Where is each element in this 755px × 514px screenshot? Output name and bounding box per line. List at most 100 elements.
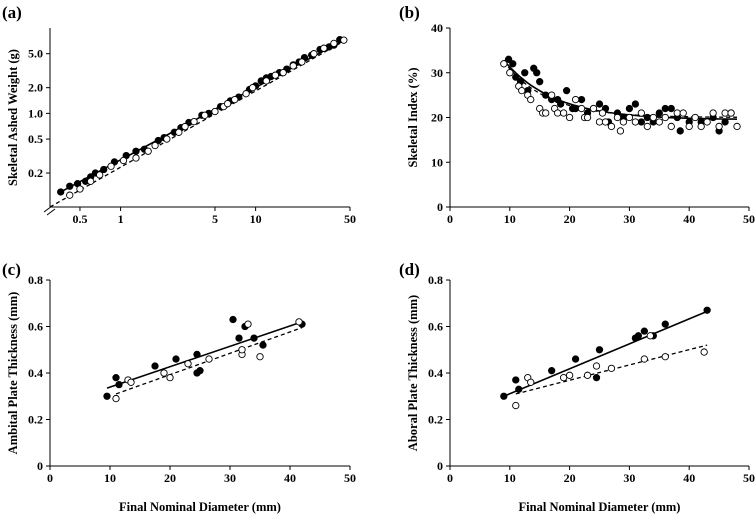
x-tick-label: 10: [504, 212, 516, 226]
data-point-open: [598, 109, 607, 117]
y-tick-label: 0.6: [28, 320, 43, 334]
panel-tag: (d): [399, 260, 420, 279]
data-point-open: [231, 95, 239, 104]
x-tick-label: 20: [164, 471, 176, 485]
data-point-open: [613, 113, 622, 122]
data-point-filled: [533, 69, 541, 77]
data-point-open: [262, 77, 270, 85]
y-tick-label: 10: [431, 155, 443, 169]
data-point-open: [565, 113, 574, 122]
data-point-filled: [504, 55, 513, 63]
y-axis-label: Skeletal Ashed Weight (g): [6, 49, 20, 186]
data-point-filled: [536, 78, 544, 86]
data-point-filled: [637, 118, 646, 126]
data-point-filled: [115, 380, 123, 389]
data-point-open: [163, 135, 171, 143]
data-point-open: [700, 348, 708, 356]
data-point-filled: [577, 95, 586, 104]
data-point-open: [119, 156, 128, 165]
data-point-filled: [515, 385, 523, 393]
x-tick-label: 10: [250, 212, 262, 226]
x-axis-label: Final Nominal Diameter (mm): [519, 500, 681, 514]
data-point-open: [271, 71, 280, 79]
y-axis-label: Ambital Plate Thickness (mm): [6, 292, 20, 455]
data-point-filled: [643, 113, 651, 122]
data-point-open: [144, 147, 152, 155]
y-tick-label: 0.5: [28, 132, 43, 146]
data-point-filled: [250, 334, 258, 342]
y-tick-label: 2.0: [28, 81, 43, 95]
data-point-open: [646, 332, 654, 340]
y-tick-label: 0.8: [28, 273, 43, 287]
x-tick-label: 50: [344, 471, 356, 485]
data-point-open: [160, 369, 168, 377]
data-point-filled: [542, 91, 550, 99]
x-tick-label: 0.5: [72, 212, 87, 226]
data-point-filled: [655, 109, 663, 117]
x-tick-label: 0: [447, 471, 453, 485]
data-point-filled: [500, 392, 508, 400]
data-point-open: [512, 401, 520, 410]
data-point-open: [607, 364, 616, 372]
data-point-filled: [112, 373, 120, 382]
data-point-filled: [703, 306, 711, 314]
data-point-open: [205, 355, 213, 363]
data-point-open: [601, 118, 610, 126]
data-point-open: [66, 191, 74, 199]
data-point-open: [201, 111, 209, 119]
data-point-open: [625, 113, 634, 122]
x-tick-label: 0: [47, 471, 53, 485]
data-point-open: [661, 113, 669, 122]
data-point-open: [643, 122, 651, 131]
data-point-filled: [595, 100, 604, 108]
data-point-open: [320, 44, 328, 52]
data-point-open: [709, 109, 717, 117]
data-point-open: [76, 185, 84, 193]
data-point-filled: [235, 334, 243, 342]
data-point-open: [166, 373, 174, 382]
x-tick-label: 30: [623, 471, 635, 485]
data-point-open: [500, 60, 508, 68]
data-point-open: [527, 95, 535, 104]
data-point-open: [607, 122, 616, 131]
x-tick-label: 50: [344, 212, 356, 226]
data-point-filled: [571, 355, 580, 363]
data-point-open: [190, 117, 198, 126]
data-point-open: [86, 177, 95, 185]
x-tick-label: 30: [623, 212, 635, 226]
data-point-open: [238, 346, 246, 354]
data-point-open: [279, 68, 287, 77]
data-point-open: [595, 118, 604, 126]
data-point-open: [310, 50, 318, 58]
data-point-filled: [667, 104, 675, 113]
data-point-open: [295, 318, 303, 326]
data-point-filled: [721, 118, 729, 126]
data-point-open: [640, 355, 648, 363]
data-point-open: [583, 371, 592, 379]
data-point-open: [289, 62, 297, 70]
y-tick-label: 40: [431, 21, 443, 35]
data-point-open: [637, 109, 646, 117]
trend-line-filled: [106, 321, 303, 389]
data-point-filled: [571, 104, 580, 113]
x-tick-label: 40: [683, 471, 695, 485]
x-tick-label: 20: [564, 471, 576, 485]
data-point-filled: [193, 350, 201, 359]
data-point-open: [661, 353, 669, 361]
data-point-open: [132, 154, 140, 162]
data-point-open: [679, 109, 687, 117]
data-point-open: [542, 109, 550, 117]
x-tick-label: 50: [743, 212, 755, 226]
panel-b: (b) 0 10 20 30 40 50 0 10 20 30 40 Skeletal Index (%…: [399, 3, 755, 226]
data-point-open: [527, 378, 535, 386]
data-point-filled: [595, 346, 604, 354]
y-tick-label: 30: [431, 66, 443, 80]
y-tick-label: 0: [37, 459, 43, 473]
data-point-open: [685, 122, 693, 131]
data-point-open: [244, 320, 252, 328]
x-tick-label: 50: [743, 471, 755, 485]
x-tick-label: 10: [504, 471, 516, 485]
data-point-open: [96, 171, 104, 179]
data-point-open: [127, 378, 135, 386]
data-point-open: [733, 122, 741, 131]
